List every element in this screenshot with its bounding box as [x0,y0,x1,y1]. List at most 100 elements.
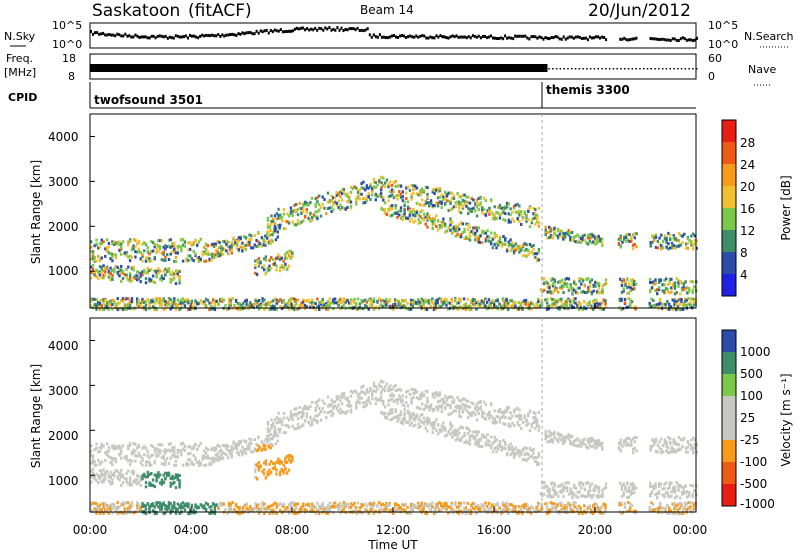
power-pixel [293,223,296,227]
velocity-pixel [173,445,176,449]
nsky-sample [354,28,357,32]
velocity-pixel [532,447,535,451]
power-pixel [116,303,119,307]
power-pixel [623,298,627,301]
power-pixel [496,307,499,311]
velocity-pixel [477,412,480,416]
power-pixel [558,229,561,233]
velocity-pixel [213,446,216,450]
velocity-pixel [414,391,417,395]
power-pixel [176,269,179,273]
nsky-sample [328,26,331,29]
power-pixel [690,240,693,244]
power-pixel [97,303,100,307]
power-pixel [433,192,436,195]
power-pixel [341,206,344,210]
power-pixel [553,228,556,232]
nsky-sample [110,33,113,37]
power-pixel [525,219,528,223]
velocity-pixel [406,409,410,413]
power-pixel [332,208,335,212]
power-pixel [160,276,164,280]
power-pixel [171,242,174,246]
power-pixel [486,229,489,233]
velocity-pixel [282,463,285,467]
power-pixel [599,239,602,243]
power-pixel [254,265,257,269]
nsky-sample [510,36,513,40]
power-pixel [553,231,556,235]
velocity-pixel [403,418,406,422]
velocity-pixel [100,442,103,446]
velocity-pixel [419,407,422,411]
power-pixel [479,203,482,207]
velocity-pixel [291,424,294,428]
velocity-pixel [206,454,210,458]
power-pixel [674,246,677,250]
nsky-sample [182,35,185,39]
velocity-pixel [285,455,289,458]
power-pixel [219,298,222,302]
freq-sample [196,64,200,72]
velocity-pixel [500,410,503,414]
velocity-pixel [491,450,495,454]
freq-sample [481,64,485,72]
velocity-pixel [346,410,349,413]
velocity-pixel [90,469,93,473]
velocity-pixel [120,456,123,460]
power-pixel [305,299,308,303]
nave-sample [661,68,664,70]
power-pixel [278,255,282,259]
power-pixel [633,279,636,283]
velocity-pixel [273,432,277,436]
nsky-sample [255,29,258,33]
power-pixel [507,240,510,244]
freq-sample [107,64,111,72]
power-pixel [685,298,688,302]
power-pixel [250,303,254,307]
power-pixel [663,283,666,287]
velocity-pixel [174,455,178,459]
freq-sample [494,64,497,72]
velocity-pixel [109,456,112,460]
power-pixel [295,301,298,305]
velocity-pixel [277,457,280,461]
power-pixel [401,305,404,309]
power-pixel [318,308,321,312]
velocity-pixel [518,424,521,427]
power-pixel [261,297,264,301]
method-title: (fitACF) [188,1,252,21]
velocity-pixel [237,443,241,447]
power-pixel [136,302,139,306]
power-cb-tick-20: 20 [740,180,755,194]
velocity-pixel [225,453,228,457]
power-pixel [183,244,187,248]
power-pixel [394,184,397,188]
velocity-pixel [213,460,216,464]
power-pixel [339,195,342,199]
power-pixel [681,234,684,238]
power-pixel [268,268,271,272]
power-pixel [239,235,242,239]
velocity-pixel [504,441,507,445]
velocity-pixel [174,486,178,490]
velocity-pixel [221,443,225,447]
velocity-pixel [267,445,271,449]
velocity-pixel [218,456,221,460]
power-pixel [250,238,253,241]
power-pixel [524,298,528,302]
velocity-pixel [310,420,314,423]
velocity-pixel [527,452,530,456]
nsky-sample [621,37,624,41]
power-pixel [572,239,576,243]
power-pixel [600,301,604,305]
freq-sample [218,64,222,72]
freq-sample [170,64,174,72]
power-pixel [285,256,289,260]
power-pixel [438,195,442,199]
power-pixel [474,232,477,235]
power-pixel [189,247,192,251]
velocity-pixel [465,439,468,443]
nave-sample [646,68,649,70]
power-pixel [482,305,485,309]
